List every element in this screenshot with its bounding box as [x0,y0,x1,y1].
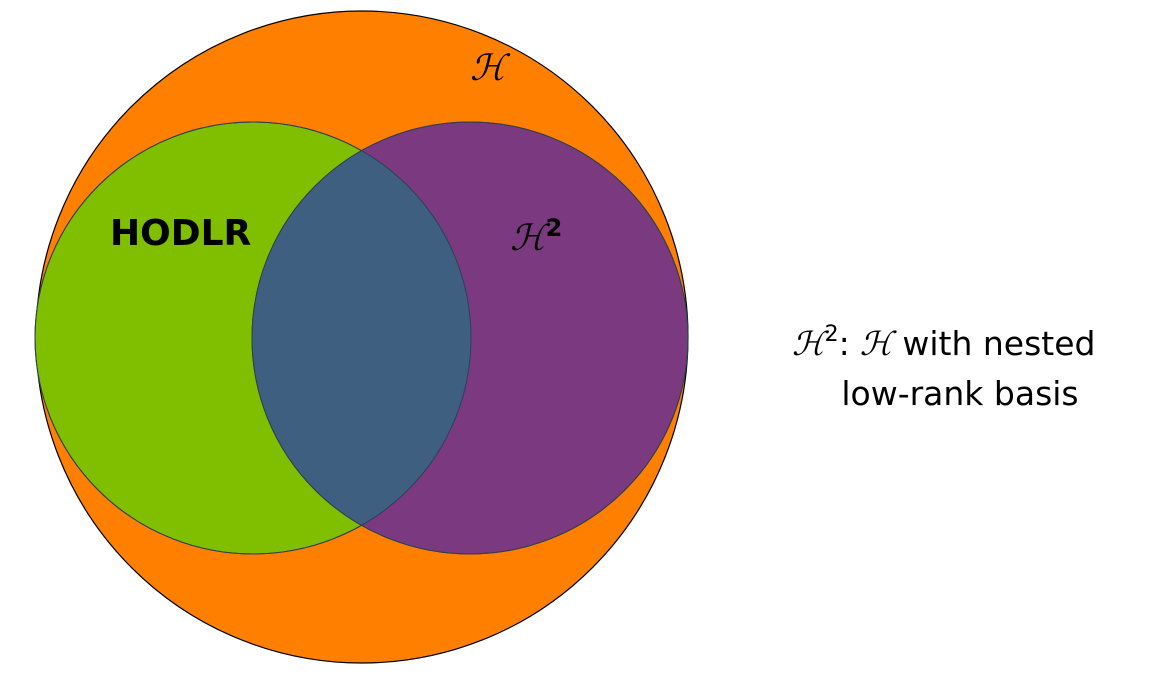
set-hodlr-label: HODLR [110,213,251,254]
set-h-label: ℋ [470,48,511,89]
set-h2-label-sup: 2 [546,214,563,242]
caption-h2-symbol: ℋ [792,324,830,363]
hodlr-outline [34,121,472,555]
caption-h2-sup: 2 [825,322,839,347]
caption-colon: : [839,324,850,363]
h2-outline [251,121,689,555]
caption-line-1-rest: with nested [902,324,1095,363]
intersection-region [252,122,471,554]
caption-line-2: low-rank basis [841,374,1078,413]
caption-h-symbol: ℋ [860,324,898,363]
set-h2-label-base: ℋ [510,218,551,259]
set-h2-label: ℋ2 [510,214,562,259]
